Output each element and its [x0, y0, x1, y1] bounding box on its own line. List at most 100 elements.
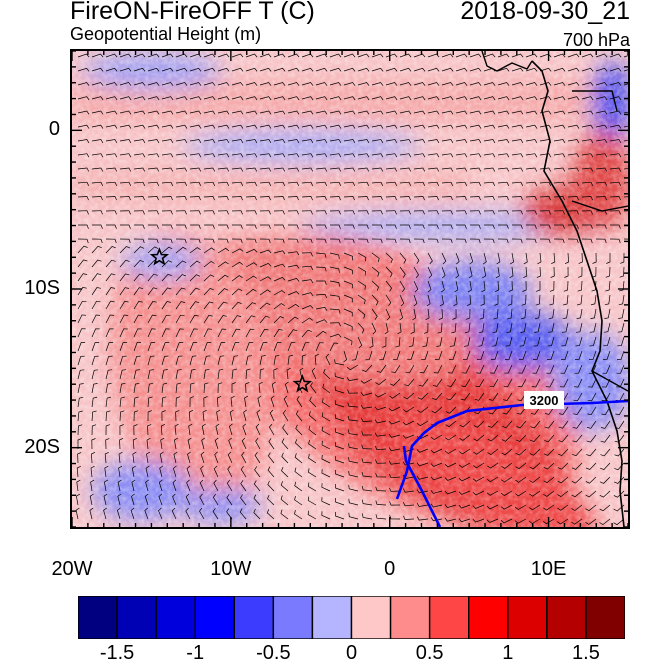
- wind-barb: [500, 490, 513, 497]
- wind-barb: [511, 96, 524, 101]
- wind-barb: [201, 423, 206, 436]
- wind-barb: [189, 396, 194, 408]
- wind-barb: [473, 448, 485, 455]
- wind-barb: [623, 69, 628, 72]
- wind-barb: [244, 395, 249, 408]
- wind-barb: [604, 308, 611, 319]
- wind-barb: [147, 153, 160, 158]
- wind-barb: [469, 167, 482, 172]
- wind-barb: [539, 181, 552, 186]
- wind-barb: [559, 378, 569, 388]
- wind-barb: [412, 308, 417, 321]
- wind-barb: [472, 504, 485, 509]
- wind-barb: [399, 53, 412, 58]
- wind-barb: [77, 238, 89, 244]
- wind-barb: [567, 110, 580, 115]
- wind-barb: [273, 342, 282, 352]
- wind-barb: [544, 420, 555, 429]
- wind-barb: [437, 322, 443, 334]
- wind-barb: [445, 434, 457, 441]
- wind-barb: [385, 252, 393, 264]
- wind-barb: [231, 196, 243, 201]
- wind-barb: [133, 396, 139, 408]
- wind-barb: [309, 396, 317, 408]
- wind-barb: [189, 247, 201, 254]
- wind-barb: [288, 224, 299, 229]
- wind-barb: [592, 252, 597, 264]
- wind-barb: [357, 252, 367, 262]
- wind-barb: [595, 53, 608, 58]
- wind-barb: [133, 67, 146, 72]
- wind-barb: [119, 181, 132, 186]
- wind-barb: [273, 82, 286, 86]
- wind-barb: [245, 275, 258, 282]
- wind-barb: [469, 110, 482, 115]
- wind-barb: [497, 124, 510, 129]
- wind-barb: [118, 465, 123, 478]
- wind-barb: [287, 124, 300, 129]
- wind-barb: [374, 432, 387, 437]
- wind-barb: [357, 308, 366, 319]
- wind-barb: [477, 336, 485, 347]
- wind-barb: [458, 462, 471, 468]
- wind-barb: [203, 124, 216, 129]
- wind-barb: [456, 224, 467, 229]
- wind-barb: [427, 238, 439, 244]
- wind-barb: [287, 167, 300, 172]
- wind-barb: [91, 210, 103, 215]
- wind-barb: [550, 266, 555, 278]
- wind-barb: [511, 153, 524, 158]
- wind-barb: [595, 181, 608, 186]
- wind-barb: [133, 181, 146, 186]
- wind-barb: [347, 429, 359, 436]
- wind-barb: [385, 82, 398, 86]
- wind-barb: [173, 451, 178, 464]
- wind-barb: [361, 485, 373, 492]
- wind-barb: [103, 507, 108, 520]
- wind-barb: [459, 420, 471, 428]
- wind-barb: [105, 410, 111, 422]
- wind-barb: [329, 153, 342, 158]
- wind-barb: [268, 438, 275, 450]
- wind-barb: [246, 224, 257, 229]
- wind-barb: [543, 490, 555, 497]
- wind-barb: [231, 124, 244, 129]
- wind-barb: [91, 328, 100, 338]
- wind-barb: [455, 139, 468, 144]
- wind-barb: [147, 314, 157, 324]
- wind-barb: [77, 424, 83, 436]
- wind-barb: [161, 167, 174, 172]
- wind-barb: [609, 96, 622, 101]
- wind-barb: [581, 153, 594, 158]
- wind-barb: [418, 378, 429, 387]
- wind-barb: [557, 490, 569, 498]
- wind-barb: [231, 301, 242, 310]
- wind-barb: [91, 369, 99, 380]
- wind-barb: [404, 378, 415, 387]
- wind-barb: [133, 342, 142, 352]
- wind-barb: [357, 238, 369, 244]
- wind-barb: [239, 508, 247, 520]
- wind-barb: [147, 67, 160, 72]
- wind-barb: [189, 355, 197, 366]
- wind-barb: [119, 210, 131, 215]
- wind-barb: [323, 368, 331, 380]
- wind-barb: [343, 280, 353, 289]
- wind-barb: [329, 210, 341, 215]
- wind-barb: [385, 294, 392, 307]
- wind-barb: [245, 124, 258, 129]
- wind-barb: [465, 308, 471, 320]
- wind-barb: [91, 245, 102, 254]
- wind-barb: [241, 437, 247, 450]
- wind-barb: [119, 369, 127, 380]
- wind-barb: [245, 328, 255, 338]
- wind-barb: [426, 294, 431, 307]
- wind-barb: [413, 96, 426, 101]
- wind-barb: [441, 96, 454, 101]
- wind-barb: [77, 342, 86, 352]
- wind-barb: [119, 273, 130, 282]
- wind-barb: [175, 260, 187, 268]
- wind-barb: [280, 481, 289, 492]
- wind-barb: [447, 364, 457, 374]
- wind-barb: [547, 336, 555, 347]
